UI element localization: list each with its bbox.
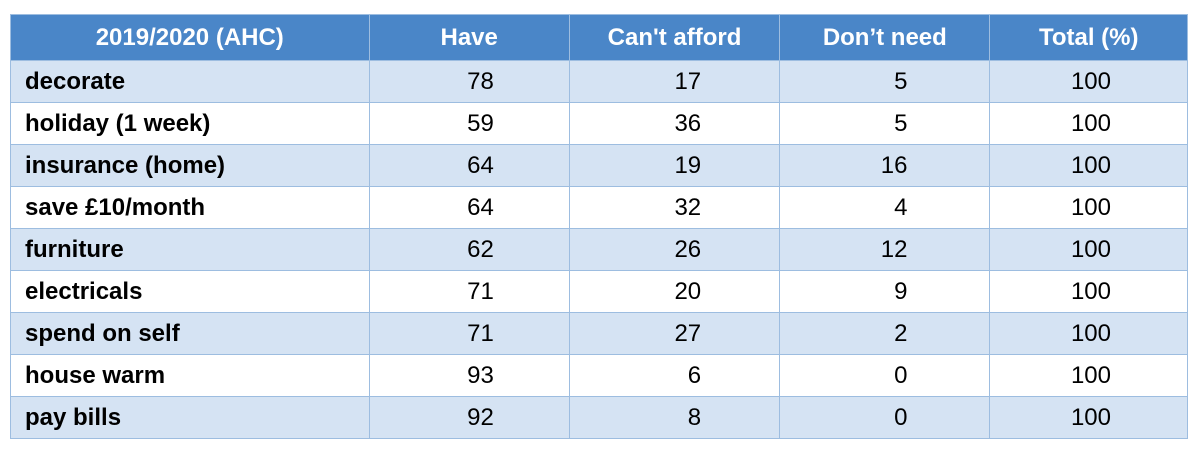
data-table: 2019/2020 (AHC) Have Can't afford Don’t nee…: [10, 14, 1188, 439]
cell-value: 16: [779, 144, 991, 187]
row-label: pay bills: [10, 396, 370, 439]
cell-value: 9: [779, 270, 991, 313]
cell-value: 100: [989, 102, 1188, 145]
cell-value: 100: [989, 354, 1188, 397]
table-row: electricals 71 20 9 100: [10, 270, 1188, 313]
row-label: furniture: [10, 228, 370, 271]
cell-value: 2: [779, 312, 991, 355]
cell-value: 20: [568, 270, 781, 313]
cell-value: 100: [989, 186, 1188, 229]
table-row: spend on self 71 27 2 100: [10, 312, 1188, 355]
table-row: holiday (1 week) 59 36 5 100: [10, 102, 1188, 145]
row-label: insurance (home): [10, 144, 370, 187]
table-row: decorate 78 17 5 100: [10, 60, 1188, 103]
cell-value: 32: [568, 186, 781, 229]
cell-value: 6: [568, 354, 781, 397]
header-row: 2019/2020 (AHC) Have Can't afford Don’t nee…: [10, 14, 1188, 61]
cell-value: 71: [368, 312, 570, 355]
row-label: spend on self: [10, 312, 370, 355]
cell-value: 100: [989, 144, 1188, 187]
row-label: decorate: [10, 60, 370, 103]
column-header: Have: [368, 14, 570, 61]
row-label: holiday (1 week): [10, 102, 370, 145]
cell-value: 64: [368, 186, 570, 229]
cell-value: 62: [368, 228, 570, 271]
row-label: save £10/month: [10, 186, 370, 229]
row-label: house warm: [10, 354, 370, 397]
column-header: Don’t need: [779, 14, 991, 61]
cell-value: 93: [368, 354, 570, 397]
cell-value: 19: [568, 144, 781, 187]
cell-value: 100: [989, 312, 1188, 355]
cell-value: 17: [568, 60, 781, 103]
table-header: 2019/2020 (AHC) Have Can't afford Don’t nee…: [10, 14, 1188, 61]
row-label: electricals: [10, 270, 370, 313]
table-row: save £10/month 64 32 4 100: [10, 186, 1188, 229]
table-row: pay bills 92 8 0 100: [10, 396, 1188, 439]
cell-value: 100: [989, 60, 1188, 103]
cell-value: 5: [779, 102, 991, 145]
column-header: 2019/2020 (AHC): [10, 14, 370, 61]
cell-value: 0: [779, 396, 991, 439]
cell-value: 100: [989, 396, 1188, 439]
table-row: insurance (home) 64 19 16 100: [10, 144, 1188, 187]
cell-value: 59: [368, 102, 570, 145]
cell-value: 92: [368, 396, 570, 439]
cell-value: 78: [368, 60, 570, 103]
cell-value: 8: [568, 396, 781, 439]
table-row: house warm 93 6 0 100: [10, 354, 1188, 397]
cell-value: 26: [568, 228, 781, 271]
cell-value: 64: [368, 144, 570, 187]
cell-value: 36: [568, 102, 781, 145]
cell-value: 100: [989, 228, 1188, 271]
cell-value: 12: [779, 228, 991, 271]
cell-value: 71: [368, 270, 570, 313]
cell-value: 5: [779, 60, 991, 103]
cell-value: 4: [779, 186, 991, 229]
column-header: Total (%): [989, 14, 1188, 61]
table-row: furniture 62 26 12 100: [10, 228, 1188, 271]
cell-value: 100: [989, 270, 1188, 313]
cell-value: 27: [568, 312, 781, 355]
cell-value: 0: [779, 354, 991, 397]
table-body: decorate 78 17 5 100 holiday (1 week) 59 36 5 100…: [10, 60, 1188, 439]
column-header: Can't afford: [568, 14, 781, 61]
